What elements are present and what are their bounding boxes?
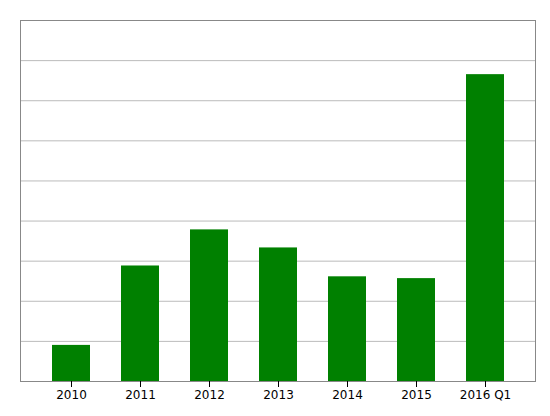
svg-text:2012: 2012 bbox=[194, 388, 225, 402]
svg-text:2011: 2011 bbox=[125, 388, 156, 402]
svg-text:2014: 2014 bbox=[332, 388, 363, 402]
svg-text:2016 Q1: 2016 Q1 bbox=[460, 388, 511, 402]
svg-text:2015: 2015 bbox=[401, 388, 432, 402]
svg-text:2010: 2010 bbox=[56, 388, 87, 402]
svg-text:2013: 2013 bbox=[263, 388, 294, 402]
